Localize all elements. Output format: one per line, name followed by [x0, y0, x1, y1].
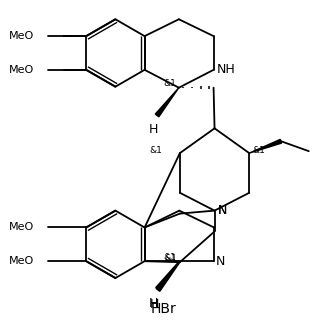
Text: MeO: MeO	[9, 222, 35, 232]
Text: MeO: MeO	[9, 31, 35, 41]
Text: MeO: MeO	[9, 256, 35, 266]
Text: NH: NH	[216, 63, 235, 76]
Text: &1: &1	[164, 254, 177, 263]
Text: &1: &1	[252, 146, 265, 155]
Text: &1: &1	[149, 146, 162, 155]
Text: H: H	[149, 297, 158, 310]
Polygon shape	[156, 261, 179, 290]
Text: MeO: MeO	[9, 65, 35, 75]
Polygon shape	[155, 88, 179, 117]
Text: N: N	[216, 255, 225, 268]
Polygon shape	[249, 139, 282, 153]
Text: &1: &1	[163, 253, 176, 262]
Text: H: H	[149, 298, 159, 311]
Polygon shape	[156, 262, 180, 291]
Text: N: N	[217, 204, 227, 217]
Text: N: N	[217, 204, 227, 217]
Text: H: H	[148, 123, 158, 136]
Text: &1: &1	[163, 79, 176, 88]
Text: HBr: HBr	[150, 302, 176, 316]
